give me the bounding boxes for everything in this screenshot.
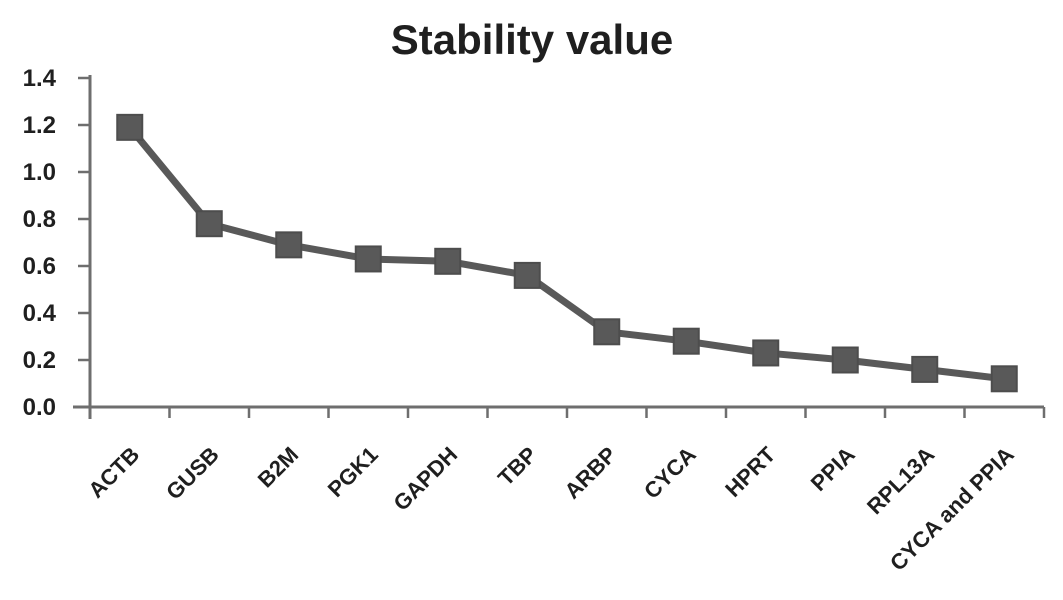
data-point-marker (116, 113, 144, 141)
x-category-label: PPIA (806, 442, 860, 496)
y-tick-label: 0.8 (23, 206, 56, 233)
x-category-label: PGK1 (323, 442, 383, 502)
chart-title: Stability value (391, 16, 673, 63)
data-point-marker (831, 346, 859, 374)
y-tick-label: 0.4 (23, 300, 57, 327)
y-tick-label: 0.0 (23, 394, 56, 421)
x-category-label: ARBP (560, 442, 622, 504)
x-category-label: TBP (493, 442, 542, 491)
series (116, 113, 1018, 393)
axis-labels: 1.4 1.2 1.0 0.8 0.6 0.4 0.2 0.0 ACTB GUSB B2M PGK1 G… (23, 65, 1019, 576)
x-category-label: GAPDH (388, 442, 462, 516)
x-category-label: CYCA (639, 442, 701, 504)
x-category-label: GUSB (161, 442, 224, 505)
axes (73, 75, 1046, 419)
data-point-marker (513, 261, 541, 289)
y-tick-label: 1.2 (23, 112, 56, 139)
data-point-marker (275, 231, 303, 259)
data-point-marker (434, 247, 462, 275)
data-point-marker (354, 245, 382, 273)
x-category-label: RPL13A (862, 442, 939, 519)
x-category-label: HPRT (720, 441, 780, 501)
y-tick-label: 1.0 (23, 159, 56, 186)
y-tick-label: 0.2 (23, 347, 56, 374)
data-point-marker (911, 355, 939, 383)
data-point-marker (593, 318, 621, 346)
x-category-label: B2M (253, 442, 304, 493)
x-category-label: ACTB (83, 442, 144, 503)
data-point-marker (195, 210, 223, 238)
series-line (126, 123, 1008, 383)
data-point-marker (752, 339, 780, 367)
data-point-marker (672, 327, 700, 355)
y-tick-label: 0.6 (23, 253, 56, 280)
y-tick-label: 1.4 (23, 65, 57, 92)
data-point-marker (990, 365, 1018, 393)
